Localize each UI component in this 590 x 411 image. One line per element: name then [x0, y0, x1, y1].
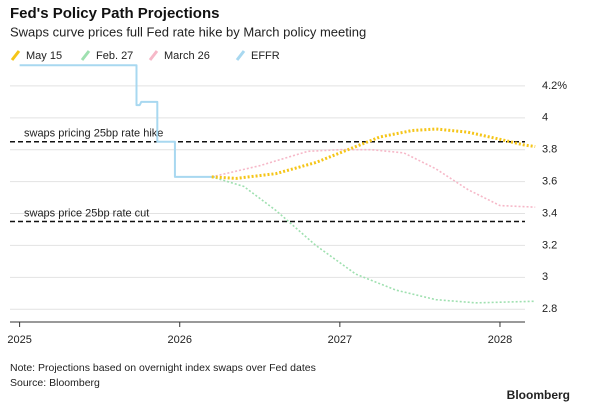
- x-tick-label: 2028: [488, 334, 512, 346]
- series-line: [19, 64, 215, 178]
- series-line: [211, 176, 536, 304]
- note: Note: Projections based on overnight ind…: [10, 362, 316, 374]
- legend-label: May 15: [26, 50, 62, 62]
- brand: Bloomberg: [507, 388, 570, 402]
- legend-swatch: [235, 50, 246, 61]
- series-line: [211, 127, 536, 180]
- y-tick-label: 3.8: [542, 144, 557, 156]
- y-tick-label: 3.4: [542, 207, 557, 219]
- annotation: swaps pricing 25bp rate hike: [24, 128, 163, 140]
- y-tick-label: 2.8: [542, 303, 557, 315]
- source: Source: Bloomberg: [10, 377, 100, 389]
- legend-label: March 26: [164, 50, 210, 62]
- x-tick-label: 2027: [328, 334, 352, 346]
- legend-label: Feb. 27: [96, 50, 133, 62]
- x-tick-label: 2025: [7, 334, 31, 346]
- chart-subtitle: Swaps curve prices full Fed rate hike by…: [10, 24, 366, 39]
- y-tick-label: 3.6: [542, 176, 557, 188]
- y-tick-label: 3: [542, 271, 548, 283]
- annotation: swaps price 25bp rate cut: [24, 207, 149, 219]
- legend-swatch: [10, 50, 21, 61]
- legend-swatch: [148, 50, 159, 61]
- y-tick-label: 4.2%: [542, 80, 567, 92]
- legend-swatch: [80, 50, 91, 61]
- y-tick-label: 3.2: [542, 239, 557, 251]
- legend-label: EFFR: [251, 50, 280, 62]
- chart-title: Fed's Policy Path Projections: [10, 5, 219, 22]
- x-tick-label: 2026: [167, 334, 191, 346]
- y-tick-label: 4: [542, 112, 548, 124]
